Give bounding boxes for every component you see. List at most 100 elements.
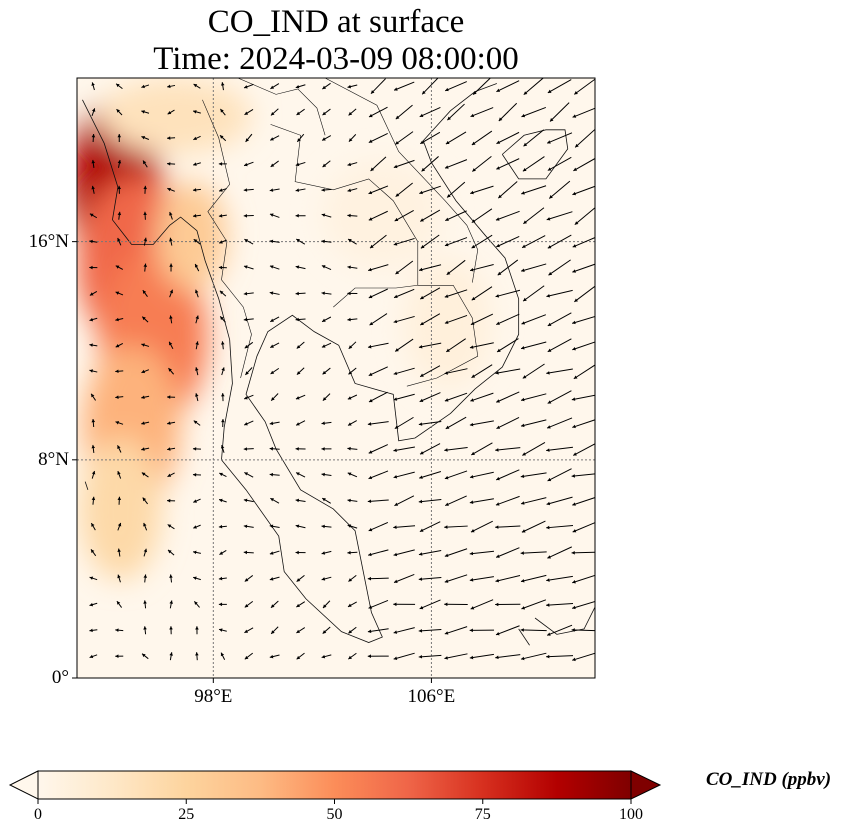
wind-arrow xyxy=(393,602,416,607)
wind-arrow xyxy=(394,416,414,430)
wind-arrow xyxy=(574,207,595,226)
wind-arrow xyxy=(393,81,415,91)
wind-arrow xyxy=(368,210,388,221)
wind-arrow xyxy=(117,574,121,583)
wind-arrow xyxy=(546,496,573,506)
wind-arrow xyxy=(347,84,358,89)
wind-arrow xyxy=(296,367,305,375)
wind-arrow xyxy=(219,550,227,556)
wind-arrow xyxy=(115,342,124,348)
wind-arrow xyxy=(520,574,547,583)
lat-tick-label: 0° xyxy=(51,667,69,688)
wind-arrow xyxy=(143,548,148,557)
wind-arrow xyxy=(167,549,175,556)
wind-arrow xyxy=(89,343,98,347)
wind-arrow xyxy=(496,235,520,248)
wind-arrow xyxy=(295,291,306,296)
wind-arrow xyxy=(418,577,442,581)
wind-arrow xyxy=(495,575,521,583)
wind-arrow xyxy=(115,628,124,632)
wind-arrow xyxy=(547,79,572,94)
wind-arrow xyxy=(419,287,441,300)
wind-arrow xyxy=(116,108,123,116)
wind-arrow xyxy=(269,135,280,141)
wind-arrow xyxy=(368,106,388,118)
wind-arrow xyxy=(348,341,357,350)
wind-arrow xyxy=(194,263,200,272)
wind-arrow xyxy=(296,341,305,349)
wind-arrow xyxy=(143,522,148,531)
wind-arrow xyxy=(193,238,201,245)
wind-arrow xyxy=(522,441,546,456)
wind-arrow xyxy=(321,550,332,555)
wind-arrow xyxy=(496,338,519,353)
wind-arrow xyxy=(221,367,225,376)
wind-arrow xyxy=(90,522,96,531)
wind-arrow xyxy=(395,104,413,120)
wind-arrow xyxy=(296,627,306,634)
wind-arrow xyxy=(245,133,253,143)
wind-arrow xyxy=(444,289,468,298)
wind-arrow xyxy=(192,188,201,192)
wind-arrow xyxy=(141,84,150,89)
wind-arrow xyxy=(446,181,466,198)
wind-arrow xyxy=(269,188,280,192)
wind-arrow xyxy=(572,263,595,273)
wind-arrow xyxy=(548,180,571,199)
wind-arrow xyxy=(495,495,520,506)
wind-arrow xyxy=(321,447,332,451)
wind-arrow xyxy=(117,470,122,479)
wind-arrow xyxy=(547,156,572,171)
wind-arrow xyxy=(295,265,306,270)
coastline-segment xyxy=(501,129,569,180)
wind-arrow xyxy=(521,106,547,118)
wind-arrow xyxy=(444,237,468,247)
wind-arrow xyxy=(141,447,150,451)
wind-arrow xyxy=(89,602,98,607)
wind-arrow xyxy=(573,364,595,380)
wind-arrow xyxy=(296,133,305,143)
wind-arrow xyxy=(369,234,387,249)
co-plume-cell xyxy=(156,181,227,291)
wind-arrow xyxy=(496,391,520,403)
wind-arrow xyxy=(470,599,494,610)
wind-arrow xyxy=(395,182,413,198)
wind-arrow xyxy=(322,393,331,401)
wind-arrow xyxy=(348,367,357,375)
wind-arrow xyxy=(270,316,280,323)
wind-arrow xyxy=(167,524,175,530)
wind-arrow xyxy=(141,421,150,425)
wind-arrow xyxy=(546,289,573,298)
wind-arrow xyxy=(348,626,357,634)
wind-arrow xyxy=(495,547,520,558)
wind-arrow xyxy=(546,446,573,452)
wind-arrow xyxy=(444,446,468,452)
wind-arrow xyxy=(347,188,358,193)
wind-arrow xyxy=(195,341,199,350)
wind-arrow xyxy=(244,341,254,349)
wind-arrow xyxy=(167,136,176,140)
wind-arrow xyxy=(495,289,521,298)
wind-arrow xyxy=(244,575,254,582)
wind-arrow xyxy=(419,209,441,222)
wind-arrow xyxy=(368,185,389,195)
wind-arrow xyxy=(169,289,174,298)
wind-arrow xyxy=(141,395,150,400)
wind-arrow xyxy=(321,265,332,270)
wind-arrow xyxy=(192,214,201,218)
wind-arrow xyxy=(445,338,466,353)
wind-arrow xyxy=(420,131,441,145)
wind-arrow xyxy=(395,260,414,275)
wind-arrow xyxy=(322,82,331,90)
wind-arrow xyxy=(520,551,547,555)
wind-arrow xyxy=(244,109,254,116)
wind-arrow xyxy=(368,444,388,454)
wind-arrow xyxy=(470,392,494,402)
wind-arrow xyxy=(295,213,306,218)
wind-arrow xyxy=(495,469,520,481)
wind-arrow xyxy=(470,185,494,195)
wind-arrow xyxy=(496,158,520,170)
wind-arrow xyxy=(520,497,547,505)
wind-arrow xyxy=(574,128,595,148)
wind-arrow xyxy=(218,162,227,166)
